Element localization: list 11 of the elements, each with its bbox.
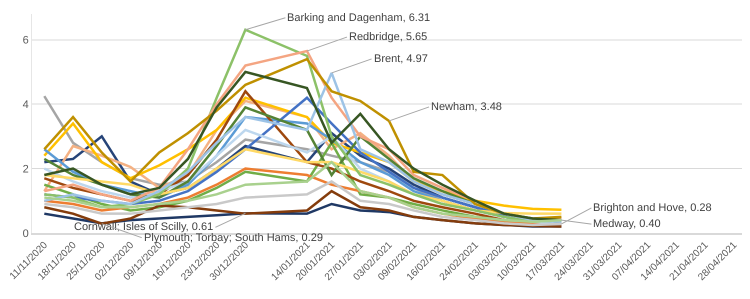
annotation: Brent, 4.97	[374, 53, 428, 65]
annotation: Medway, 0.40	[593, 218, 661, 230]
annotation: Redbridge, 5.65	[349, 31, 428, 43]
y-tick-label: 6	[22, 34, 29, 47]
annotation: Brighton and Hove, 0.28	[593, 202, 712, 214]
annotation: Newham, 3.48	[431, 101, 502, 113]
annotation: Cornwall; Isles of Scilly, 0.61	[74, 221, 214, 233]
annotation: Barking and Dagenham, 6.31	[287, 12, 430, 24]
y-tick-label: 4	[22, 99, 29, 112]
y-tick-label: 2	[22, 163, 29, 176]
y-tick-label: 0	[22, 228, 29, 240]
